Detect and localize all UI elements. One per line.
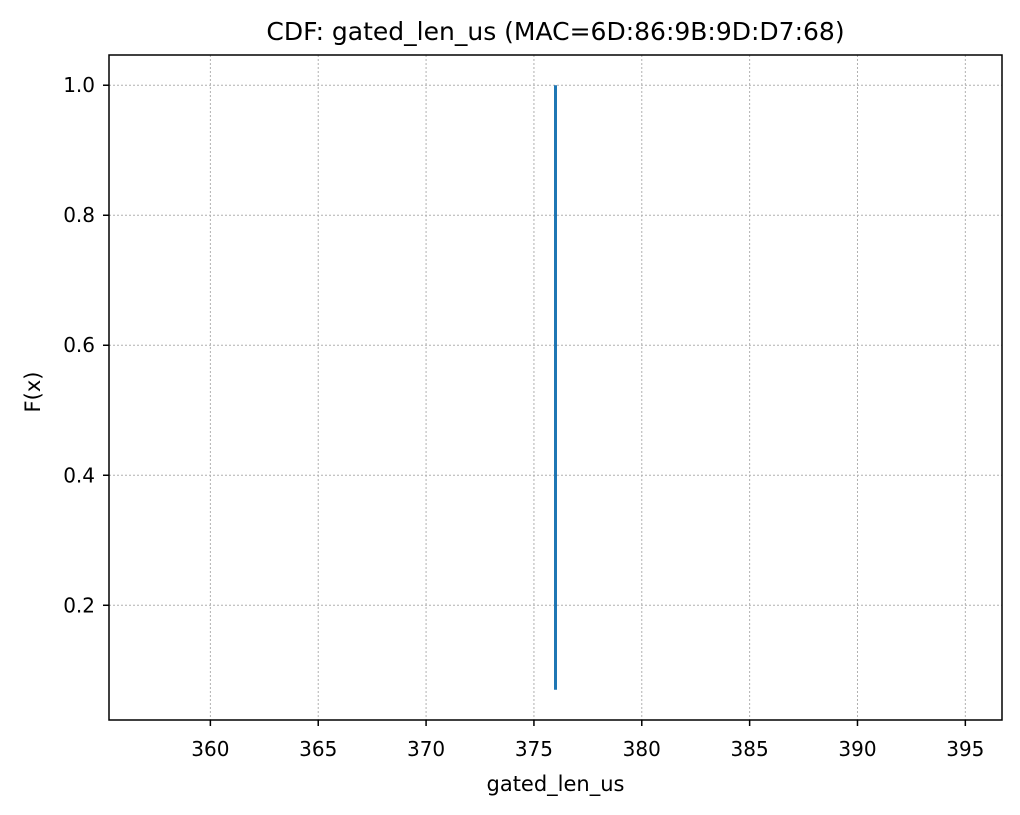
x-tick-label: 380	[623, 737, 661, 761]
grid-layer	[109, 55, 1002, 720]
x-tick-label: 375	[515, 737, 553, 761]
x-tick-label: 395	[946, 737, 984, 761]
y-tick-label: 0.6	[63, 333, 95, 357]
chart-title: CDF: gated_len_us (MAC=6D:86:9B:9D:D7:68…	[266, 17, 844, 46]
x-axis: 360 365 370 375 380 385 390 395	[191, 720, 984, 761]
x-axis-label: gated_len_us	[487, 772, 625, 797]
y-tick-label: 0.8	[63, 203, 95, 227]
x-tick-label: 370	[407, 737, 445, 761]
x-tick-label: 365	[299, 737, 337, 761]
y-tick-label: 0.4	[63, 463, 95, 487]
plot-frame	[108, 54, 1003, 721]
y-axis: 0.2 0.4 0.6 0.8 1.0	[63, 73, 109, 617]
x-tick-label: 385	[731, 737, 769, 761]
y-tick-label: 1.0	[63, 73, 95, 97]
x-tick-label: 360	[191, 737, 229, 761]
y-axis-label: F(x)	[21, 372, 45, 413]
y-tick-label: 0.2	[63, 593, 95, 617]
x-tick-label: 390	[838, 737, 876, 761]
